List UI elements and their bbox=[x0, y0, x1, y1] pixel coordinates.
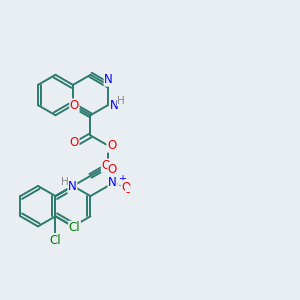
Text: N: N bbox=[110, 99, 118, 112]
Text: N: N bbox=[108, 176, 117, 189]
Text: O: O bbox=[101, 159, 111, 172]
Text: H: H bbox=[118, 96, 125, 106]
Text: +: + bbox=[118, 174, 126, 184]
Text: O: O bbox=[107, 139, 116, 152]
Text: O: O bbox=[70, 136, 79, 148]
Text: -: - bbox=[126, 186, 130, 199]
Text: O: O bbox=[70, 99, 79, 112]
Text: Cl: Cl bbox=[69, 221, 80, 234]
Text: H: H bbox=[61, 177, 68, 188]
Text: N: N bbox=[104, 73, 113, 86]
Text: N: N bbox=[68, 180, 77, 194]
Text: O: O bbox=[121, 181, 130, 194]
Text: Cl: Cl bbox=[50, 234, 61, 247]
Text: O: O bbox=[108, 163, 117, 176]
